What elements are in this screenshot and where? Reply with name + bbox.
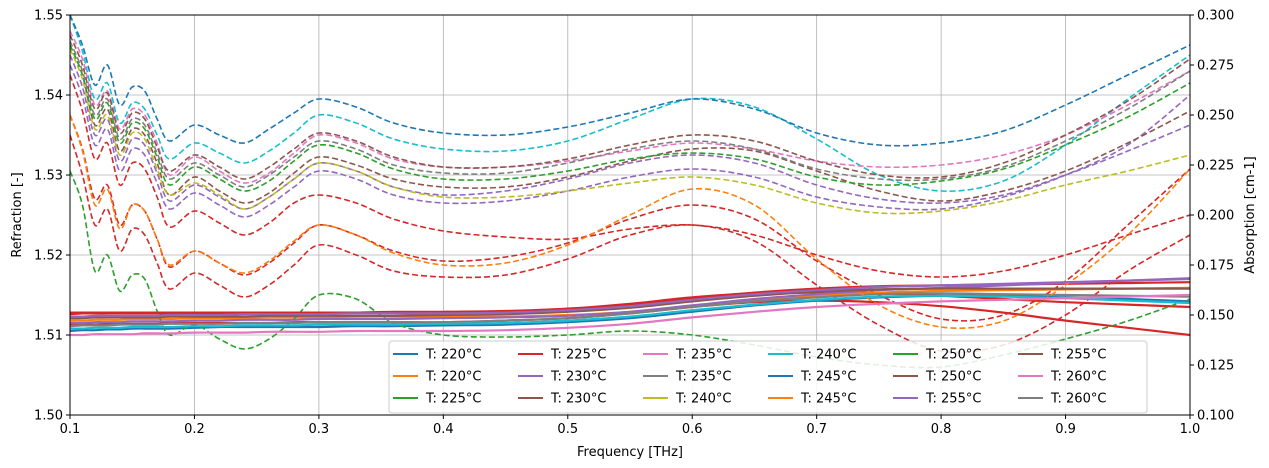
- y-right-tick-label: 0.200: [1197, 209, 1234, 224]
- y-right-tick-label: 0.100: [1197, 409, 1234, 424]
- x-tick-label: 0.1: [60, 422, 81, 437]
- x-tick-label: 0.7: [806, 422, 827, 437]
- series-line-7: [70, 292, 1190, 328]
- y-left-tick-label: 1.53: [34, 169, 63, 184]
- legend-entry: T: 220°C: [425, 348, 481, 363]
- legend-entry: T: 255°C: [925, 392, 981, 407]
- legend-entry: T: 235°C: [675, 348, 731, 363]
- legend-entry: T: 235°C: [675, 370, 731, 385]
- series-line-16: [70, 293, 1190, 337]
- legend-entry: T: 260°C: [1050, 370, 1106, 385]
- series-line-13: [70, 287, 1190, 320]
- x-axis: 0.1 0.2 0.3 0.4 0.5 0.6 0.7 0.8 0.9 1.0: [60, 415, 1201, 437]
- series-line-14: [70, 277, 1190, 318]
- y-right-tick-label: 0.175: [1197, 259, 1234, 274]
- series-line-12: [70, 44, 1190, 192]
- legend-entry: T: 240°C: [800, 348, 856, 363]
- x-axis-label: Frequency [THz]: [577, 445, 683, 460]
- y-left-tick-label: 1.52: [34, 249, 63, 264]
- x-tick-label: 0.2: [184, 422, 205, 437]
- series-line-5: [70, 44, 1190, 204]
- series-line-8: [70, 48, 1190, 215]
- y-axis-left-label: Refraction [-]: [10, 172, 25, 257]
- series-line-11: [70, 114, 1190, 329]
- y-axis-left: 1.50 1.51 1.52 1.53 1.54 1.55: [34, 9, 70, 424]
- extra-series-line-5: [70, 64, 1190, 218]
- series-line-9: [70, 294, 1190, 330]
- extra-series-line-2: [70, 74, 1190, 278]
- series-line-15: [70, 34, 1190, 180]
- legend-entry: T: 240°C: [675, 392, 731, 407]
- legend-entry: T: 250°C: [925, 370, 981, 385]
- x-tick-label: 0.3: [309, 422, 330, 437]
- series-line-17: [70, 40, 1190, 188]
- legend-entry: T: 220°C: [425, 370, 481, 385]
- y-right-tick-label: 0.225: [1197, 159, 1234, 174]
- y-right-tick-label: 0.300: [1197, 9, 1234, 24]
- x-tick-label: 0.9: [1055, 422, 1076, 437]
- y-axis-right: 0.100 0.125 0.150 0.175 0.200 0.225 0.250 0.275…: [1190, 9, 1234, 424]
- x-tick-label: 0.6: [682, 422, 703, 437]
- x-tick-label: 0.8: [931, 422, 952, 437]
- y-right-tick-label: 0.250: [1197, 109, 1234, 124]
- extra-series-line-0: [70, 134, 1190, 354]
- legend-entry: T: 245°C: [800, 392, 856, 407]
- x-tick-label: 0.5: [557, 422, 578, 437]
- legend-entry: T: 255°C: [1050, 348, 1106, 363]
- legend-entry: T: 225°C: [425, 392, 481, 407]
- x-tick-label: 1.0: [1180, 422, 1201, 437]
- legend: T: 220°C T: 220°C T: 225°C T: 225°C T: 230°C…: [388, 340, 1148, 414]
- y-left-tick-label: 1.55: [34, 9, 63, 24]
- y-left-tick-label: 1.50: [34, 409, 63, 424]
- y-axis-right-label: Absorption [cm-1]: [1243, 156, 1258, 273]
- legend-entry: T: 230°C: [550, 392, 606, 407]
- y-left-tick-label: 1.54: [34, 89, 63, 104]
- y-right-tick-label: 0.125: [1197, 359, 1234, 374]
- series-line-6: [70, 30, 1190, 184]
- legend-entry: T: 250°C: [925, 348, 981, 363]
- extra-series-line-1: [70, 114, 1190, 322]
- y-right-tick-label: 0.275: [1197, 59, 1234, 74]
- series-layer: [70, 15, 1190, 369]
- series-line-10: [70, 15, 1190, 147]
- extra-series-line-4: [70, 15, 1190, 192]
- y-left-tick-label: 1.51: [34, 329, 63, 344]
- series-line-1: [70, 286, 1190, 322]
- x-tick-label: 0.4: [433, 422, 454, 437]
- legend-entry: T: 260°C: [1050, 392, 1106, 407]
- y-right-tick-label: 0.150: [1197, 309, 1234, 324]
- legend-entry: T: 230°C: [550, 370, 606, 385]
- legend-entry: T: 245°C: [800, 370, 856, 385]
- legend-entry: T: 225°C: [550, 348, 606, 363]
